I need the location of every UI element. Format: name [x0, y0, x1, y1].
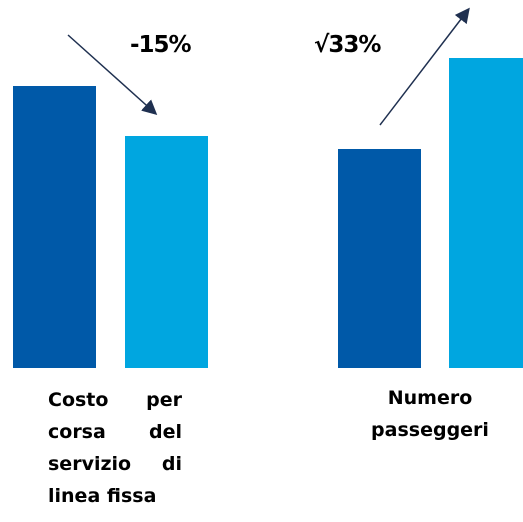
- arrow-up: [379, 7, 470, 126]
- x-label: Costo per corsa del servizio di linea fi…: [48, 389, 182, 507]
- bar: [13, 86, 96, 368]
- bar: [125, 136, 208, 368]
- bar: [449, 58, 523, 368]
- annotation: √33%: [314, 32, 381, 58]
- annotation: -15%: [130, 32, 192, 58]
- bar: [338, 149, 421, 368]
- arrow-down: [67, 34, 158, 116]
- x-label: Numero passeggeri: [371, 387, 489, 441]
